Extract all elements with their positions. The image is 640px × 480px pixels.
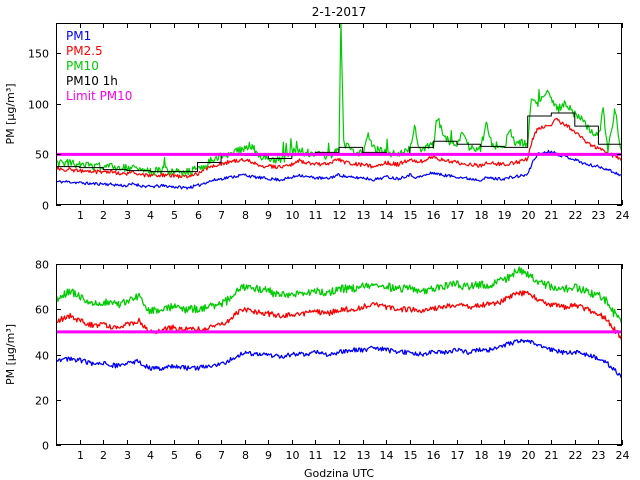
svg-text:Godzina UTC: Godzina UTC (304, 467, 374, 480)
svg-text:9: 9 (265, 449, 272, 462)
legend-item-pm10: PM10 (66, 59, 99, 73)
svg-text:24: 24 (616, 449, 630, 462)
svg-text:7: 7 (218, 449, 225, 462)
svg-text:150: 150 (28, 48, 49, 61)
series-line-pm10 (56, 266, 622, 323)
svg-text:50: 50 (35, 149, 49, 162)
svg-text:11: 11 (309, 449, 323, 462)
svg-text:16: 16 (427, 449, 441, 462)
svg-text:0: 0 (42, 440, 49, 453)
svg-text:14: 14 (380, 209, 394, 222)
svg-text:21: 21 (545, 209, 559, 222)
tick-marks-1 (56, 264, 623, 446)
svg-text:14: 14 (380, 449, 394, 462)
series-line-pm1 (56, 149, 622, 190)
svg-text:11: 11 (309, 209, 323, 222)
svg-text:17: 17 (451, 449, 465, 462)
svg-text:60: 60 (35, 304, 49, 317)
svg-text:6: 6 (195, 209, 202, 222)
svg-text:6: 6 (195, 449, 202, 462)
svg-text:22: 22 (569, 449, 583, 462)
svg-text:2: 2 (100, 209, 107, 222)
svg-text:PM [µg/m³]: PM [µg/m³] (4, 324, 17, 385)
svg-text:15: 15 (404, 209, 418, 222)
plot-series-group-1 (56, 266, 622, 379)
svg-text:8: 8 (242, 209, 249, 222)
svg-text:18: 18 (475, 449, 489, 462)
legend-item-pm1: PM1 (66, 29, 92, 43)
svg-text:3: 3 (124, 209, 131, 222)
svg-text:4: 4 (147, 449, 154, 462)
svg-text:20: 20 (522, 449, 536, 462)
svg-text:1: 1 (77, 209, 84, 222)
svg-text:20: 20 (522, 209, 536, 222)
svg-text:13: 13 (357, 449, 371, 462)
chart-title: 2-1-2017 (311, 5, 367, 19)
svg-text:13: 13 (357, 209, 371, 222)
svg-text:10: 10 (286, 449, 300, 462)
svg-text:10: 10 (286, 209, 300, 222)
axes-box-1 (56, 264, 622, 445)
tick-marks-0 (56, 23, 623, 206)
legend-item-pm25: PM2.5 (66, 44, 103, 58)
svg-text:9: 9 (265, 209, 272, 222)
svg-text:5: 5 (171, 449, 178, 462)
svg-text:22: 22 (569, 209, 583, 222)
series-line-pm1 (56, 338, 622, 379)
svg-text:8: 8 (242, 449, 249, 462)
svg-text:15: 15 (404, 449, 418, 462)
svg-text:12: 12 (333, 449, 347, 462)
svg-text:5: 5 (171, 209, 178, 222)
svg-text:80: 80 (35, 259, 49, 272)
svg-text:21: 21 (545, 449, 559, 462)
svg-text:PM [µg/m³]: PM [µg/m³] (4, 83, 17, 144)
svg-text:19: 19 (498, 209, 512, 222)
svg-text:12: 12 (333, 209, 347, 222)
svg-text:20: 20 (35, 395, 49, 408)
svg-text:1: 1 (77, 449, 84, 462)
series-line-pm2-5 (56, 117, 622, 179)
svg-text:7: 7 (218, 209, 225, 222)
series-line-pm10-1h (56, 112, 622, 173)
legend-item-pm10-1h: PM10 1h (66, 74, 118, 88)
svg-text:0: 0 (42, 200, 49, 213)
svg-text:16: 16 (427, 209, 441, 222)
svg-text:18: 18 (475, 209, 489, 222)
svg-text:24: 24 (616, 209, 630, 222)
svg-text:40: 40 (35, 350, 49, 363)
svg-text:19: 19 (498, 449, 512, 462)
svg-text:100: 100 (28, 99, 49, 112)
legend: PM1 PM2.5 PM10 PM10 1h Limit PM10 (66, 29, 132, 104)
svg-text:2: 2 (100, 449, 107, 462)
svg-text:4: 4 (147, 209, 154, 222)
svg-text:17: 17 (451, 209, 465, 222)
legend-item-limit-pm10: Limit PM10 (66, 89, 133, 103)
plot-series-group-0 (56, 23, 622, 190)
svg-text:23: 23 (592, 209, 606, 222)
svg-text:23: 23 (592, 449, 606, 462)
svg-text:3: 3 (124, 449, 131, 462)
